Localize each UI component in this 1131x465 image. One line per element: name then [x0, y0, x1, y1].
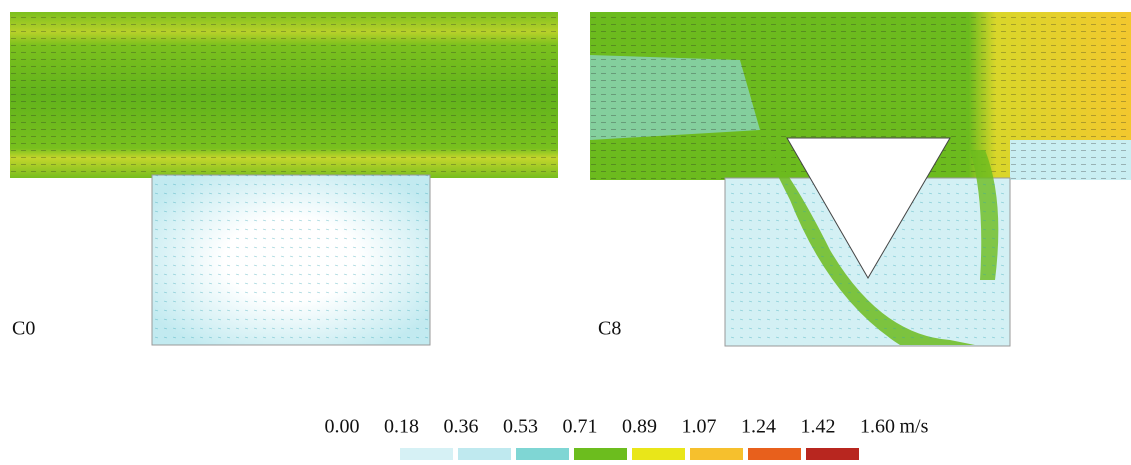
colorbar-tick-label: 0.89 [622, 416, 657, 438]
colorbar-swatch [574, 448, 627, 462]
panel-label: C0 [12, 318, 35, 340]
colorbar-tick-label: 0.18 [384, 416, 419, 438]
colorbar-swatch [690, 448, 743, 462]
colorbar-tick-label: 0.53 [503, 416, 538, 438]
panel-c8: C8 [590, 12, 1131, 347]
colorbar-tick-label: 0.71 [563, 416, 598, 438]
colorbar-tick-label: 0.36 [444, 416, 479, 438]
colorbar-swatch [748, 448, 801, 462]
colorbar-tick-label: 1.42 [801, 416, 836, 438]
colorbar-tick-label: 0.00 [325, 416, 360, 438]
colorbar-unit: m/s [900, 416, 929, 438]
colorbar-tick-label: 1.60 [860, 416, 895, 438]
colorbar-tick-label: 1.07 [682, 416, 717, 438]
colorbar: 0.00 0.18 0.36 0.53 0.71 0.89 1.07 1.24 1.42 1.60… [325, 416, 929, 462]
colorbar-swatch [806, 448, 859, 462]
panel-c0: C0 [10, 12, 558, 346]
panel-label: C8 [598, 318, 621, 340]
colorbar-swatch [516, 448, 569, 462]
colorbar-tick-label: 1.24 [741, 416, 776, 438]
colorbar-swatch [400, 448, 453, 462]
colorbar-swatch [632, 448, 685, 462]
colorbar-swatch [458, 448, 511, 462]
